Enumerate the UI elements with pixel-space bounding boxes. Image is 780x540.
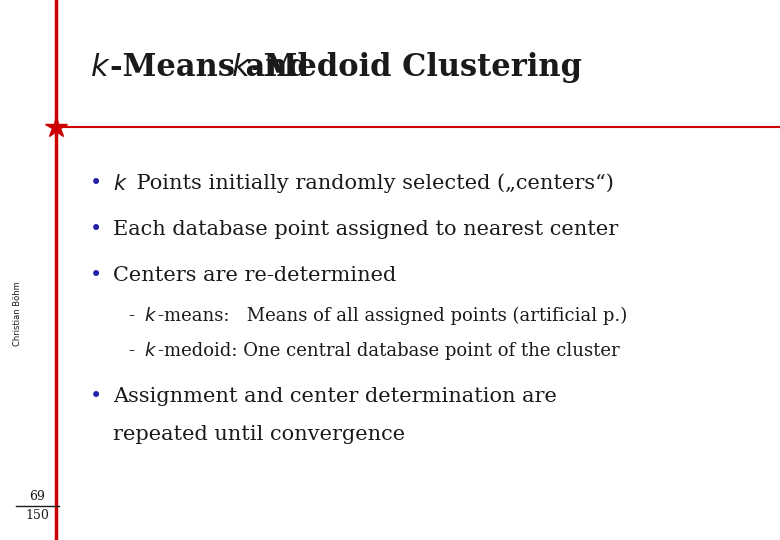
Text: $k$: $k$: [144, 342, 158, 360]
Text: 150: 150: [26, 509, 49, 522]
Text: Each database point assigned to nearest center: Each database point assigned to nearest …: [113, 220, 619, 239]
Text: -Medoid Clustering: -Medoid Clustering: [251, 52, 582, 83]
Text: Christian Böhm: Christian Böhm: [12, 281, 22, 346]
Text: Points initially randomly selected („centers“): Points initially randomly selected („cen…: [130, 174, 614, 193]
Text: •: •: [90, 387, 102, 407]
Text: Centers are re-determined: Centers are re-determined: [113, 266, 396, 285]
Text: -means:   Means of all assigned points (artificial p.): -means: Means of all assigned points (ar…: [158, 307, 628, 325]
Text: •: •: [90, 266, 102, 285]
Text: -medoid: One central database point of the cluster: -medoid: One central database point of t…: [158, 342, 620, 360]
Text: •: •: [90, 174, 102, 193]
Text: repeated until convergence: repeated until convergence: [113, 425, 406, 444]
Text: -: -: [129, 342, 135, 360]
Text: -Means and: -Means and: [110, 52, 320, 83]
Text: 69: 69: [30, 490, 45, 503]
Text: $k$: $k$: [90, 52, 110, 83]
Text: $k$: $k$: [231, 52, 251, 83]
Text: -: -: [129, 307, 135, 325]
Text: $k$: $k$: [144, 307, 158, 325]
Text: •: •: [90, 220, 102, 239]
Text: Assignment and center determination are: Assignment and center determination are: [113, 387, 557, 407]
Text: $k$: $k$: [113, 173, 128, 194]
